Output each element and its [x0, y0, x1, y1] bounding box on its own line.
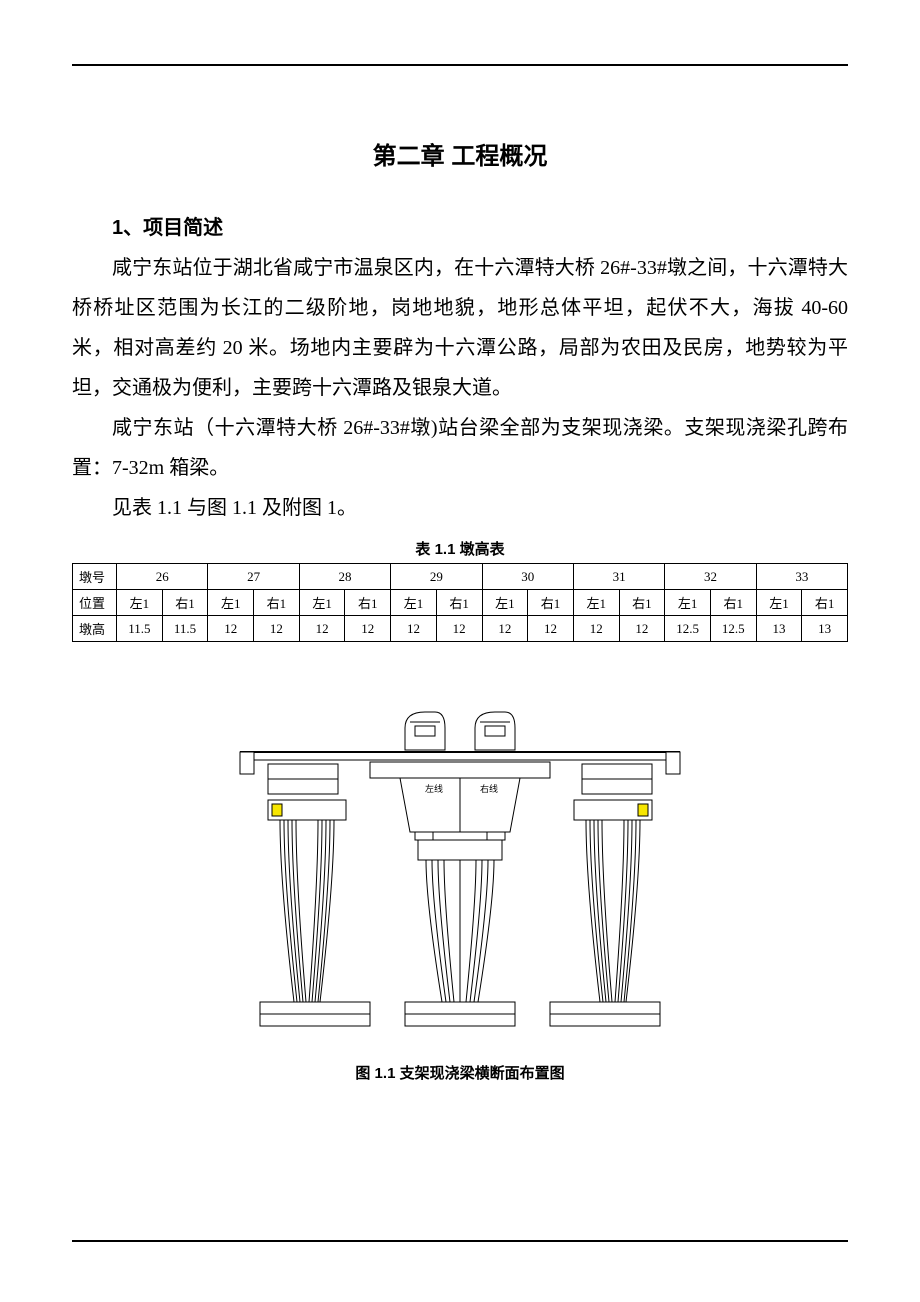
height-cell: 13: [802, 616, 848, 642]
table-row-height: 墩高 11.511.5 1212 1212 1212 1212 1212 12.…: [73, 616, 848, 642]
height-cell: 11.5: [162, 616, 208, 642]
height-cell: 12: [254, 616, 300, 642]
pos-cell: 左1: [117, 590, 163, 616]
pier-no-cell: 30: [482, 564, 573, 590]
pos-cell: 右1: [436, 590, 482, 616]
pos-cell: 右1: [619, 590, 665, 616]
table-caption: 表 1.1 墩高表: [72, 538, 848, 559]
table-row-position: 位置 左1右1 左1右1 左1右1 左1右1 左1右1 左1右1 左1右1 左1…: [73, 590, 848, 616]
height-cell: 12: [619, 616, 665, 642]
paragraph-3: 见表 1.1 与图 1.1 及附图 1。: [72, 488, 848, 528]
height-cell: 12.5: [665, 616, 711, 642]
label-left-line: 左线: [425, 783, 443, 794]
row-label-height: 墩高: [73, 616, 117, 642]
pos-cell: 右1: [254, 590, 300, 616]
pier-no-cell: 29: [391, 564, 482, 590]
pos-cell: 右1: [710, 590, 756, 616]
pos-cell: 左1: [208, 590, 254, 616]
height-cell: 12: [573, 616, 619, 642]
pos-cell: 左1: [482, 590, 528, 616]
height-cell: 11.5: [117, 616, 163, 642]
pier-no-cell: 26: [117, 564, 208, 590]
pier-no-cell: 31: [573, 564, 664, 590]
pier-no-cell: 33: [756, 564, 847, 590]
paragraph-2: 咸宁东站（十六潭特大桥 26#-33#墩)站台梁全部为支架现浇梁。支架现浇梁孔跨…: [72, 408, 848, 488]
pos-cell: 右1: [528, 590, 574, 616]
pos-cell: 右1: [802, 590, 848, 616]
pier-height-table: 墩号 26 27 28 29 30 31 32 33 位置 左1右1 左1右1 …: [72, 563, 848, 642]
chapter-title: 第二章 工程概况: [72, 136, 848, 171]
height-cell: 12: [482, 616, 528, 642]
row-label-position: 位置: [73, 590, 117, 616]
pier-no-cell: 32: [665, 564, 756, 590]
height-cell: 12: [436, 616, 482, 642]
height-cell: 12: [299, 616, 345, 642]
pier-no-cell: 27: [208, 564, 299, 590]
figure-caption: 图 1.1 支架现浇梁横断面布置图: [72, 1062, 848, 1083]
pos-cell: 左1: [665, 590, 711, 616]
height-cell: 12.5: [710, 616, 756, 642]
body-text: 咸宁东站位于湖北省咸宁市温泉区内，在十六潭特大桥 26#-33#墩之间，十六潭特…: [72, 248, 848, 528]
height-cell: 13: [756, 616, 802, 642]
paragraph-1: 咸宁东站位于湖北省咸宁市温泉区内，在十六潭特大桥 26#-33#墩之间，十六潭特…: [72, 248, 848, 408]
figure-1-1: 左线 右线: [72, 682, 848, 1042]
pos-cell: 右1: [345, 590, 391, 616]
height-cell: 12: [345, 616, 391, 642]
section-1-heading: 1、项目简述: [72, 211, 848, 240]
height-cell: 12: [391, 616, 437, 642]
top-rule: [72, 64, 848, 66]
table-row-pier-no: 墩号 26 27 28 29 30 31 32 33: [73, 564, 848, 590]
pier-no-cell: 28: [299, 564, 390, 590]
pos-cell: 右1: [162, 590, 208, 616]
height-cell: 12: [528, 616, 574, 642]
row-label-pier-no: 墩号: [73, 564, 117, 590]
pos-cell: 左1: [299, 590, 345, 616]
pos-cell: 左1: [756, 590, 802, 616]
height-cell: 12: [208, 616, 254, 642]
pos-cell: 左1: [573, 590, 619, 616]
bottom-rule: [72, 1240, 848, 1242]
label-right-line: 右线: [480, 783, 498, 794]
cross-section-diagram: 左线 右线: [220, 682, 700, 1042]
pos-cell: 左1: [391, 590, 437, 616]
